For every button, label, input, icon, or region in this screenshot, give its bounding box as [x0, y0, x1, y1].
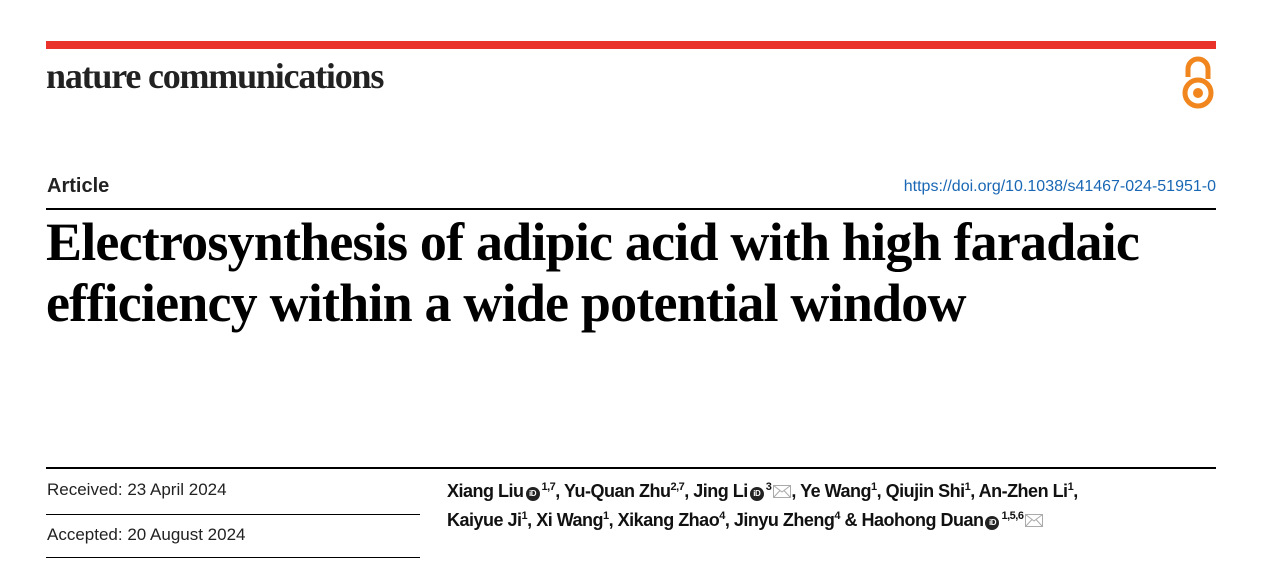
email-icon[interactable]	[773, 485, 792, 498]
author[interactable]: Xiang Liu iD1,7	[447, 481, 556, 501]
author-name[interactable]: Yu-Quan Zhu	[563, 481, 671, 501]
author[interactable]: Haohong Duan iD1,5,6	[861, 510, 1044, 530]
affiliation-numbers: 4	[719, 510, 725, 522]
divider	[46, 557, 420, 558]
author-name[interactable]: Xiang Liu	[447, 481, 524, 501]
affiliation-numbers: 1,7	[541, 481, 556, 493]
orcid-icon[interactable]: iD	[749, 487, 764, 501]
author-name[interactable]: Ye Wang	[800, 481, 871, 501]
affiliation-numbers: 1	[870, 481, 877, 493]
affiliation-numbers: 1	[603, 510, 609, 522]
affiliation-numbers: 1	[1067, 481, 1074, 493]
doi-link[interactable]: https://doi.org/10.1038/s41467-024-51951…	[903, 178, 1216, 195]
affiliation-numbers: 1	[964, 481, 971, 493]
author[interactable]: An-Zhen Li1	[979, 481, 1074, 501]
journal-logo[interactable]: nature communications	[46, 56, 384, 96]
affiliation-numbers: 1,5,6	[1001, 510, 1024, 522]
affiliation-numbers: 3	[765, 481, 772, 493]
author-name[interactable]: An-Zhen Li	[978, 481, 1068, 501]
author-name[interactable]: Qiujin Shi	[885, 481, 966, 501]
author-name[interactable]: Kaiyue Ji	[447, 510, 522, 530]
accepted-date: Accepted: 20 August 2024	[47, 525, 246, 544]
article-title: Electrosynthesis of adipic acid with hig…	[46, 212, 1140, 333]
author[interactable]: Qiujin Shi1	[886, 481, 971, 501]
open-access-icon	[1182, 56, 1214, 109]
received-date: Received: 23 April 2024	[47, 480, 227, 499]
author[interactable]: Jinyu Zheng4	[733, 510, 841, 530]
author[interactable]: Kaiyue Ji1	[447, 510, 528, 530]
author-name[interactable]: Xikang Zhao	[617, 510, 720, 530]
affiliation-numbers: 2,7	[670, 481, 685, 493]
author-name[interactable]: Xi Wang	[536, 510, 604, 530]
author[interactable]: Jing Li iD3	[693, 481, 792, 501]
author-list: Xiang Liu iD1,7, Yu-Quan Zhu2,7, Jing Li i…	[447, 481, 1078, 530]
affiliation-numbers: 1	[521, 510, 528, 522]
affiliation-numbers: 4	[834, 510, 840, 522]
email-icon[interactable]	[1025, 514, 1044, 527]
author[interactable]: Xi Wang1	[536, 510, 609, 530]
author[interactable]: Ye Wang1	[800, 481, 877, 501]
article-type: Article	[47, 175, 110, 197]
orcid-icon[interactable]: iD	[525, 487, 540, 501]
divider	[46, 208, 1216, 210]
author-name[interactable]: Jinyu Zheng	[733, 510, 835, 530]
divider	[46, 514, 420, 515]
orcid-icon[interactable]: iD	[985, 516, 1000, 530]
author-name[interactable]: Haohong Duan	[861, 510, 984, 530]
author[interactable]: Yu-Quan Zhu2,7	[563, 481, 685, 501]
journal-accent-bar	[46, 41, 1216, 49]
author-name[interactable]: Jing Li	[693, 481, 748, 501]
author[interactable]: Xikang Zhao4	[617, 510, 726, 530]
divider	[46, 467, 1216, 469]
